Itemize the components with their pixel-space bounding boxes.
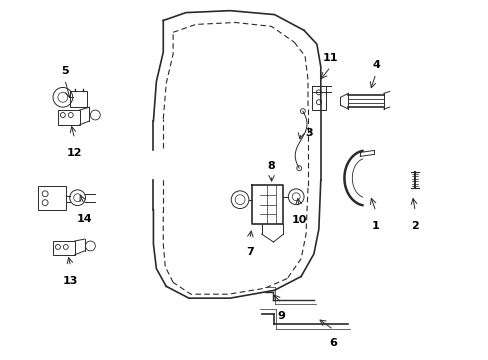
Text: 3: 3 [305,128,312,138]
Text: 14: 14 [77,215,92,224]
Text: 13: 13 [63,276,78,287]
Text: 10: 10 [291,215,306,225]
Text: 9: 9 [277,311,285,321]
Text: 4: 4 [371,60,379,70]
Text: 8: 8 [267,161,275,171]
Text: 12: 12 [67,148,82,158]
Text: 6: 6 [329,338,337,347]
Text: 1: 1 [371,221,379,231]
Text: 11: 11 [322,53,338,63]
Text: 2: 2 [410,221,418,231]
Text: 7: 7 [245,247,253,257]
Text: 5: 5 [61,66,68,76]
